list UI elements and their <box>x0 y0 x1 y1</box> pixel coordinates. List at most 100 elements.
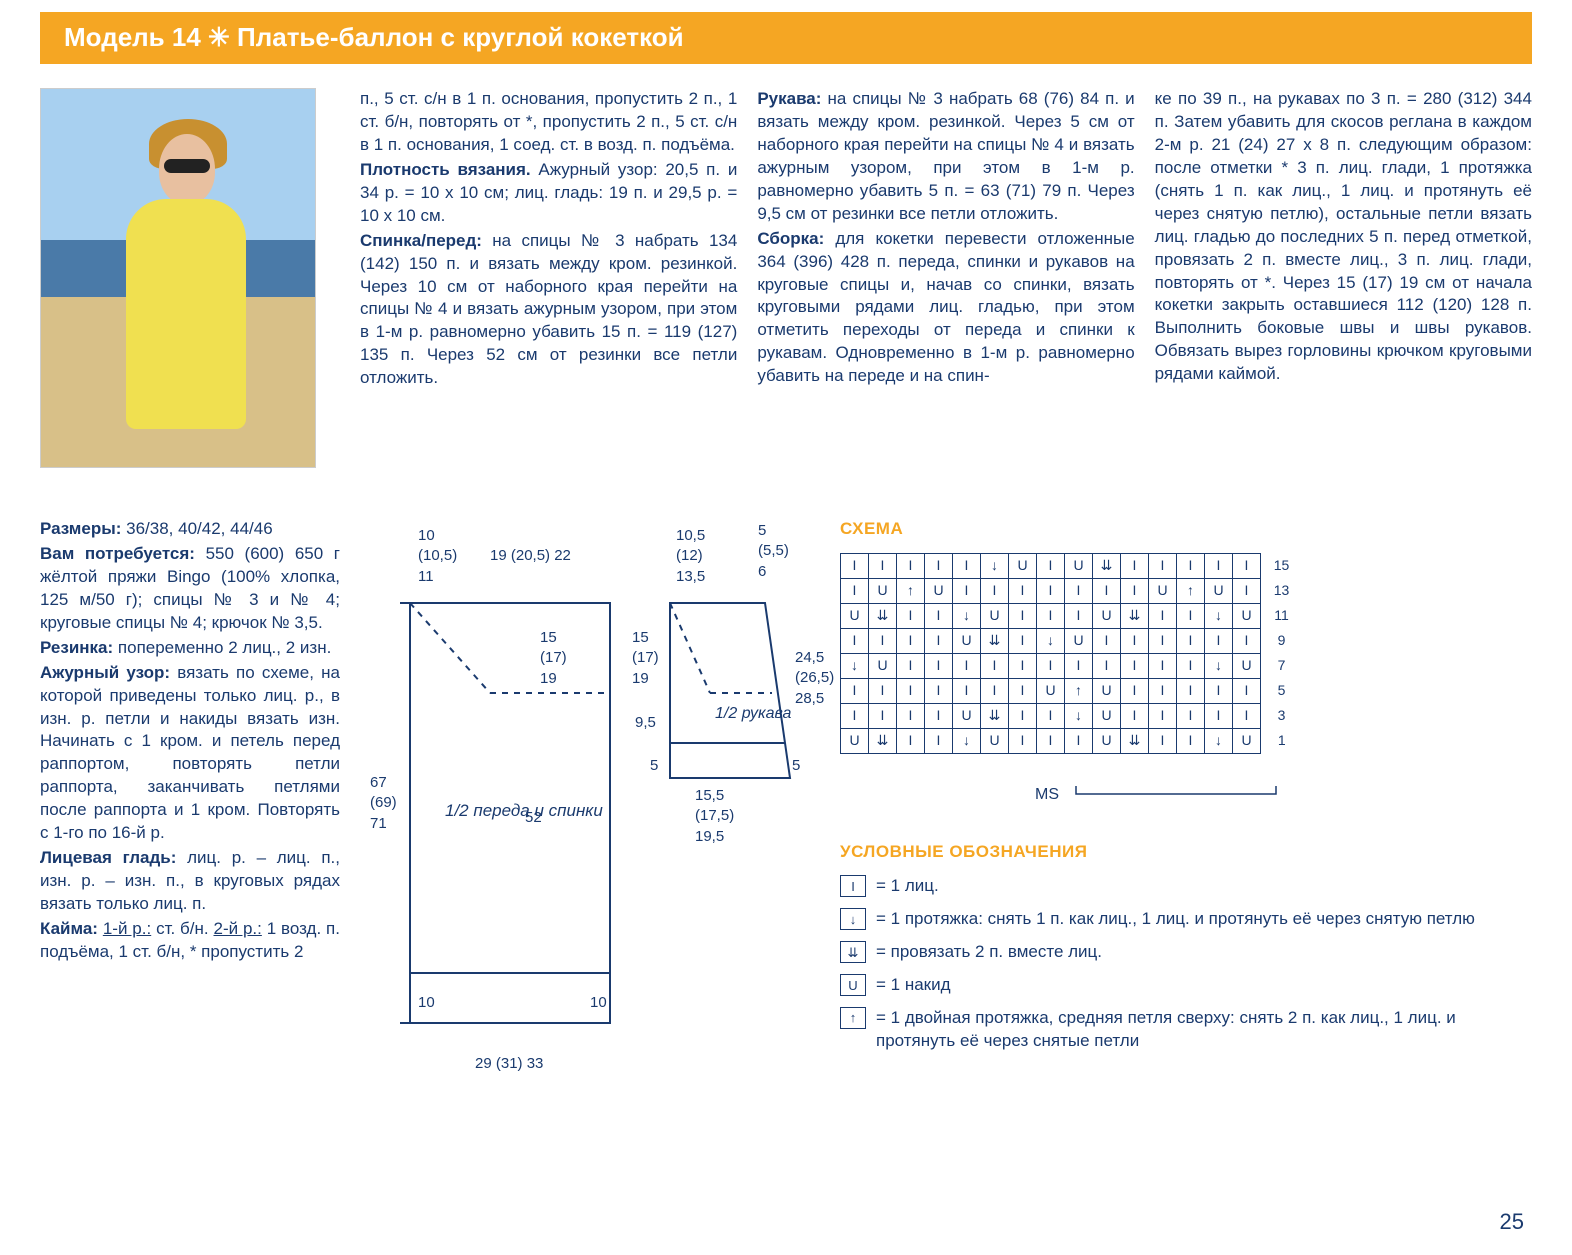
measure: 29 (31) 33 <box>475 1054 543 1074</box>
chart-cell: I <box>897 653 925 678</box>
chart-cell: U <box>869 578 897 603</box>
chart-cell: I <box>897 728 925 753</box>
chart-cell: I <box>925 628 953 653</box>
measure: 15,5 (17,5) 19,5 <box>695 786 734 847</box>
legend-text: = 1 двойная протяжка, средняя петля свер… <box>876 1007 1532 1053</box>
chart-cell: I <box>1149 553 1177 578</box>
chart-cell: I <box>981 678 1009 703</box>
measure: 15 (17) 19 <box>632 628 659 689</box>
measure: 19 (20,5) 22 <box>490 546 571 566</box>
chart-cell: I <box>1093 653 1121 678</box>
chart-cell: I <box>1009 578 1037 603</box>
chart-cell: I <box>1149 653 1177 678</box>
legend-symbol: ↑ <box>840 1007 866 1029</box>
chart-row-label: 7 <box>1261 653 1295 678</box>
chart-cell: U <box>1233 603 1261 628</box>
chart-cell: I <box>1149 703 1177 728</box>
chart-cell: U <box>1065 553 1093 578</box>
chart-cell: U <box>1065 628 1093 653</box>
chart-cell: ⇊ <box>1121 603 1149 628</box>
para: ке по 39 п., на рукавах по 3 п. = 280 (3… <box>1155 88 1532 386</box>
chart-cell: I <box>1205 628 1233 653</box>
chart-cell: I <box>1121 553 1149 578</box>
lower-area: Размеры: 36/38, 40/42, 44/46 Вам потребу… <box>0 490 1572 1138</box>
chart-cell: I <box>953 678 981 703</box>
chart-cell: U <box>1093 678 1121 703</box>
chart-cell: I <box>897 553 925 578</box>
legend-symbol: I <box>840 875 866 897</box>
chart-cell: ↓ <box>953 728 981 753</box>
chart-cell: I <box>1009 678 1037 703</box>
legend-text: = 1 лиц. <box>876 875 1532 898</box>
chart-cell: ⇊ <box>869 603 897 628</box>
chart-cell: I <box>869 628 897 653</box>
chart-cell: I <box>925 703 953 728</box>
measure: 9,5 <box>635 713 656 733</box>
chart-cell: I <box>1121 628 1149 653</box>
chart-cell: I <box>1121 703 1149 728</box>
chart-cell: I <box>1093 628 1121 653</box>
legend-text: = 1 протяжка: снять 1 п. как лиц., 1 лиц… <box>876 908 1532 931</box>
chart-cell: U <box>841 603 869 628</box>
para: Лицевая гладь: лиц. р. – лиц. п., изн. р… <box>40 847 340 916</box>
chart-cell: I <box>1037 578 1065 603</box>
chart-cell: I <box>869 678 897 703</box>
chart-cell: ⇊ <box>981 628 1009 653</box>
chart-cell: U <box>841 728 869 753</box>
chart-cell: I <box>1009 603 1037 628</box>
legend-item: U= 1 накид <box>840 974 1532 997</box>
chart-cell: ↓ <box>1205 603 1233 628</box>
chart-cell: I <box>1065 603 1093 628</box>
legend: I = 1 лиц. ↓ = 1 протяжка: снять 1 п. как л… <box>840 875 1532 1053</box>
schematic-svg <box>360 518 820 1138</box>
chart-cell: I <box>1177 703 1205 728</box>
chart-cell: I <box>1037 603 1065 628</box>
chart-cell: I <box>1009 628 1037 653</box>
measure: 10 <box>418 993 435 1013</box>
chart-row-label: 11 <box>1261 603 1295 628</box>
chart-cell: U <box>1009 553 1037 578</box>
chart-cell: I <box>953 553 981 578</box>
chart-cell: I <box>841 578 869 603</box>
chart-title: СХЕМА <box>840 518 1532 541</box>
para: Ажурный узор: вязать по схеме, на которо… <box>40 662 340 846</box>
chart-cell: I <box>1121 678 1149 703</box>
para: Спинка/перед: на спицы № 3 набрать 134 (… <box>360 230 737 391</box>
chart-cell: U <box>1205 578 1233 603</box>
chart-cell: I <box>925 603 953 628</box>
chart-cell: I <box>1065 653 1093 678</box>
measure: 10 (10,5) 11 <box>418 526 457 587</box>
chart-cell: ↓ <box>841 653 869 678</box>
chart-cell: U <box>1093 603 1121 628</box>
chart-cell: I <box>925 553 953 578</box>
model-photo <box>40 88 316 468</box>
title-banner: Модель 14 ✳ Платье-баллон с круглой коке… <box>40 12 1532 64</box>
chart-cell: ↓ <box>1065 703 1093 728</box>
schematic-diagram: 10 (10,5) 11 19 (20,5) 22 10,5 (12) 13,5… <box>360 518 820 1138</box>
measure: 5 <box>792 756 800 776</box>
chart-cell: I <box>1233 703 1261 728</box>
legend-symbol: ⇊ <box>840 941 866 963</box>
chart-cell: I <box>1009 653 1037 678</box>
chart-cell: I <box>1093 578 1121 603</box>
chart-row-label: 13 <box>1261 578 1295 603</box>
legend-symbol: ↓ <box>840 908 866 930</box>
measure: 67 (69) 71 <box>370 773 397 834</box>
chart-row-label: 9 <box>1261 628 1295 653</box>
chart-cell: I <box>1037 553 1065 578</box>
chart-cell: I <box>981 578 1009 603</box>
chart-cell: I <box>1149 628 1177 653</box>
chart-cell: I <box>897 703 925 728</box>
measure: 5 <box>650 756 658 776</box>
chart-cell: I <box>953 653 981 678</box>
chart-cell: U <box>981 603 1009 628</box>
chart-cell: ⇊ <box>981 703 1009 728</box>
chart-cell: I <box>1065 728 1093 753</box>
legend-text: = 1 накид <box>876 974 1532 997</box>
chart-cell: I <box>1149 678 1177 703</box>
para: Кайма: 1-й р.: ст. б/н. 2-й р.: 1 возд. … <box>40 918 340 964</box>
chart-cell: I <box>953 578 981 603</box>
chart-cell: ↓ <box>1205 653 1233 678</box>
legend-item: ⇊= провязать 2 п. вместе лиц. <box>840 941 1532 964</box>
measure: 10 <box>590 993 607 1013</box>
